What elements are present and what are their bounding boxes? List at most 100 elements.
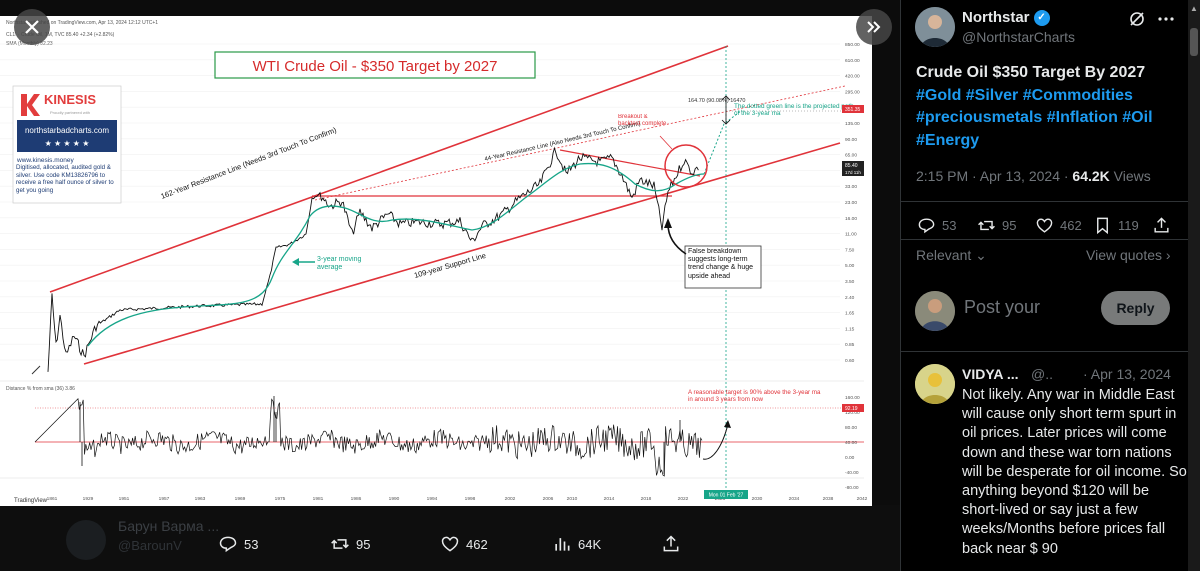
bookmark-count: 119 (1118, 218, 1139, 233)
media-like-action[interactable]: 462 (440, 534, 488, 554)
price-tick-label: 16.00 (845, 216, 857, 222)
reply-author-avatar[interactable] (915, 364, 955, 404)
price-tag-target (842, 105, 864, 113)
bookmark-icon (1097, 217, 1108, 235)
price-tick-label: 65.00 (845, 153, 857, 159)
scrollbar-thumb[interactable] (1190, 28, 1198, 56)
support-109-line (83, 142, 841, 365)
grok-icon[interactable] (1128, 10, 1146, 33)
media-repost-action[interactable]: 95 (330, 534, 370, 554)
year-tick-label: 1963 (195, 496, 206, 502)
media-views-action[interactable]: 64K (552, 534, 601, 554)
chevron-right-icon: › (1165, 247, 1171, 263)
reply-count: 53 (942, 218, 957, 233)
reply-author-name[interactable]: VIDYA ... (962, 366, 1019, 382)
year-tick-label: 1969 (235, 496, 246, 502)
year-tick-label: 2034 (789, 496, 800, 502)
view-quotes-link[interactable]: View quotes › (1086, 247, 1171, 263)
scroll-up-icon[interactable]: ▲ (1190, 4, 1198, 13)
like-count: 462 (1060, 218, 1082, 233)
osc-tick-label: 120.00 (845, 410, 860, 416)
reply-stat[interactable]: 53 (917, 216, 956, 235)
tweet-views: 64.2K (1072, 168, 1110, 184)
reply-author-handle[interactable]: @.. (1031, 366, 1053, 382)
osc-tick-label: 0.00 (845, 455, 855, 461)
projected-sma-line (703, 109, 743, 175)
price-tick-label: 3.50 (845, 279, 855, 285)
false-breakdown-box (684, 245, 762, 289)
target-measure-arrows (721, 95, 731, 125)
background-avatar (66, 520, 106, 560)
chart-header-line2: CL1! · Crude Oil, 1M, TVC 85.40 +2.34 (+… (6, 32, 115, 38)
view-quotes-label: View quotes (1086, 247, 1163, 263)
tweet-meta: 2:15 PM · Apr 13, 2024 · 64.2K Views (916, 168, 1151, 184)
price-tick-label: 0.85 (845, 342, 855, 348)
hashtags-line-3[interactable]: #Energy (916, 131, 980, 149)
expand-button[interactable] (856, 9, 892, 45)
repost-stat[interactable]: 95 (977, 216, 1016, 235)
avatar-photo (915, 364, 955, 404)
osc-axis: 160.00 120.00 80.00 40.00 0.00 -40.00 -80.00 (845, 395, 860, 491)
author-name-row[interactable]: Northstar ✓ (962, 9, 1050, 26)
year-tick-label: 1861 (47, 496, 58, 502)
more-options-icon[interactable] (1157, 10, 1175, 33)
media-repost-count: 95 (356, 536, 371, 552)
media-viewer: Барун Варма ... @BarounV Northstar publi… (0, 0, 900, 571)
scrollbar[interactable] (1188, 0, 1200, 571)
breakout-arrow (659, 135, 673, 150)
like-stat[interactable]: 462 (1035, 216, 1082, 235)
divider (900, 351, 1200, 352)
hashtags-line-2[interactable]: #preciousmetals #Inflation #Oil (916, 109, 1153, 126)
tweet-time[interactable]: 2:15 PM · Apr 13, 2024 · (916, 168, 1073, 184)
chevron-down-icon: ⌄ (975, 247, 987, 263)
reply-date[interactable]: · Apr 13, 2024 (1083, 366, 1171, 382)
tweet-views-label: Views (1109, 168, 1151, 184)
price-tick-label: 23.00 (845, 200, 857, 206)
false-breakdown-arrow-head (664, 218, 672, 228)
reply-input[interactable]: Post your (964, 297, 1041, 317)
year-tick-label: 2042 (857, 496, 868, 502)
date-marker-box (704, 490, 748, 499)
price-tick-label: 2.40 (845, 295, 855, 301)
reply-button[interactable]: Reply (1101, 291, 1170, 325)
bookmark-stat[interactable]: 119 (1093, 216, 1139, 235)
author-handle[interactable]: @NorthstarCharts (962, 29, 1076, 45)
dotted-green-label: The dotted green line is the projected p… (734, 103, 854, 118)
share-icon (1154, 217, 1169, 233)
heart-icon (1036, 218, 1053, 233)
price-tick-label: 7.50 (845, 247, 855, 253)
price-tick-label: 610.00 (845, 58, 860, 64)
share-stat[interactable] (1152, 216, 1171, 235)
sort-replies-dropdown[interactable]: Relevant ⌄ (916, 247, 987, 264)
kinesis-logo-icon (21, 94, 40, 116)
date-marker: Mon 01 Feb '27 (709, 493, 744, 499)
osc-projection-arrow-head (724, 420, 731, 428)
tweet-title: Crude Oil $350 Target By 2027 (916, 64, 1146, 81)
price-tick-label: 295.00 (845, 89, 860, 95)
tradingview-logo: TradingView (14, 498, 48, 504)
repost-icon (331, 539, 349, 549)
year-tick-label: 2014 (604, 496, 615, 502)
repost-icon (978, 220, 995, 231)
media-share-action[interactable] (661, 534, 681, 554)
sort-replies-label: Relevant (916, 247, 972, 263)
osc-tick-label: 80.00 (845, 425, 857, 431)
repost-count: 95 (1002, 218, 1017, 233)
price-tick-label: 1.15 (845, 326, 855, 332)
year-tick-label: 1951 (119, 496, 130, 502)
close-button[interactable] (14, 9, 50, 45)
avatar-photo (915, 291, 955, 331)
media-reply-action[interactable]: 53 (218, 534, 258, 554)
author-avatar[interactable] (915, 7, 955, 47)
osc-label: Distance % from sma (36) 3.86 (6, 386, 75, 392)
hashtags-line-1[interactable]: #Gold #Silver #Commodities (916, 86, 1133, 104)
resistance-44-line (559, 149, 701, 177)
breakout-label: Breakout & backtest complete (618, 114, 667, 127)
media-like-count: 462 (466, 536, 488, 552)
price-tag-current (842, 161, 864, 176)
chart-title: WTI Crude Oil - $350 Target by 2027 (253, 58, 498, 75)
price-tick-label: 420.00 (845, 74, 860, 80)
chart-header-line1: Northstar published on TradingView.com, … (6, 20, 158, 26)
price-tick-label: 1.65 (845, 311, 855, 317)
year-tick-label: 1981 (313, 496, 324, 502)
